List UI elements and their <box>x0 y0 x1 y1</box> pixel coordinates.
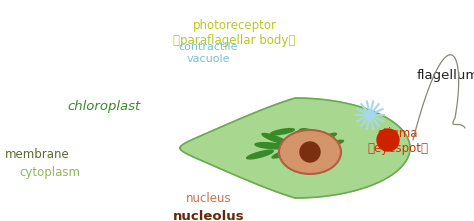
Text: contractile
vacuole: contractile vacuole <box>179 42 238 64</box>
Ellipse shape <box>304 147 326 152</box>
Text: flagellum: flagellum <box>417 69 474 82</box>
Ellipse shape <box>271 129 294 135</box>
Text: photoreceptor
〈paraflagellar body〉: photoreceptor 〈paraflagellar body〉 <box>173 19 296 47</box>
Text: nucleolus: nucleolus <box>173 210 245 221</box>
Ellipse shape <box>272 148 298 158</box>
Ellipse shape <box>319 133 337 141</box>
Ellipse shape <box>290 148 315 154</box>
Ellipse shape <box>293 135 317 146</box>
Circle shape <box>300 142 320 162</box>
Ellipse shape <box>255 143 285 149</box>
Ellipse shape <box>262 133 288 144</box>
Ellipse shape <box>276 139 304 146</box>
Text: cytoplasm: cytoplasm <box>19 166 80 179</box>
Ellipse shape <box>246 150 273 159</box>
Circle shape <box>377 129 399 151</box>
Text: nucleus: nucleus <box>186 192 231 205</box>
Ellipse shape <box>315 144 335 148</box>
Text: chloroplast: chloroplast <box>68 100 141 112</box>
Polygon shape <box>180 98 410 198</box>
Text: membrane: membrane <box>5 148 70 161</box>
Ellipse shape <box>327 140 344 146</box>
Ellipse shape <box>307 135 328 142</box>
Ellipse shape <box>284 129 306 142</box>
Ellipse shape <box>300 129 320 134</box>
Text: stigma
〈eyespot〉: stigma 〈eyespot〉 <box>368 128 428 155</box>
Ellipse shape <box>279 130 341 174</box>
